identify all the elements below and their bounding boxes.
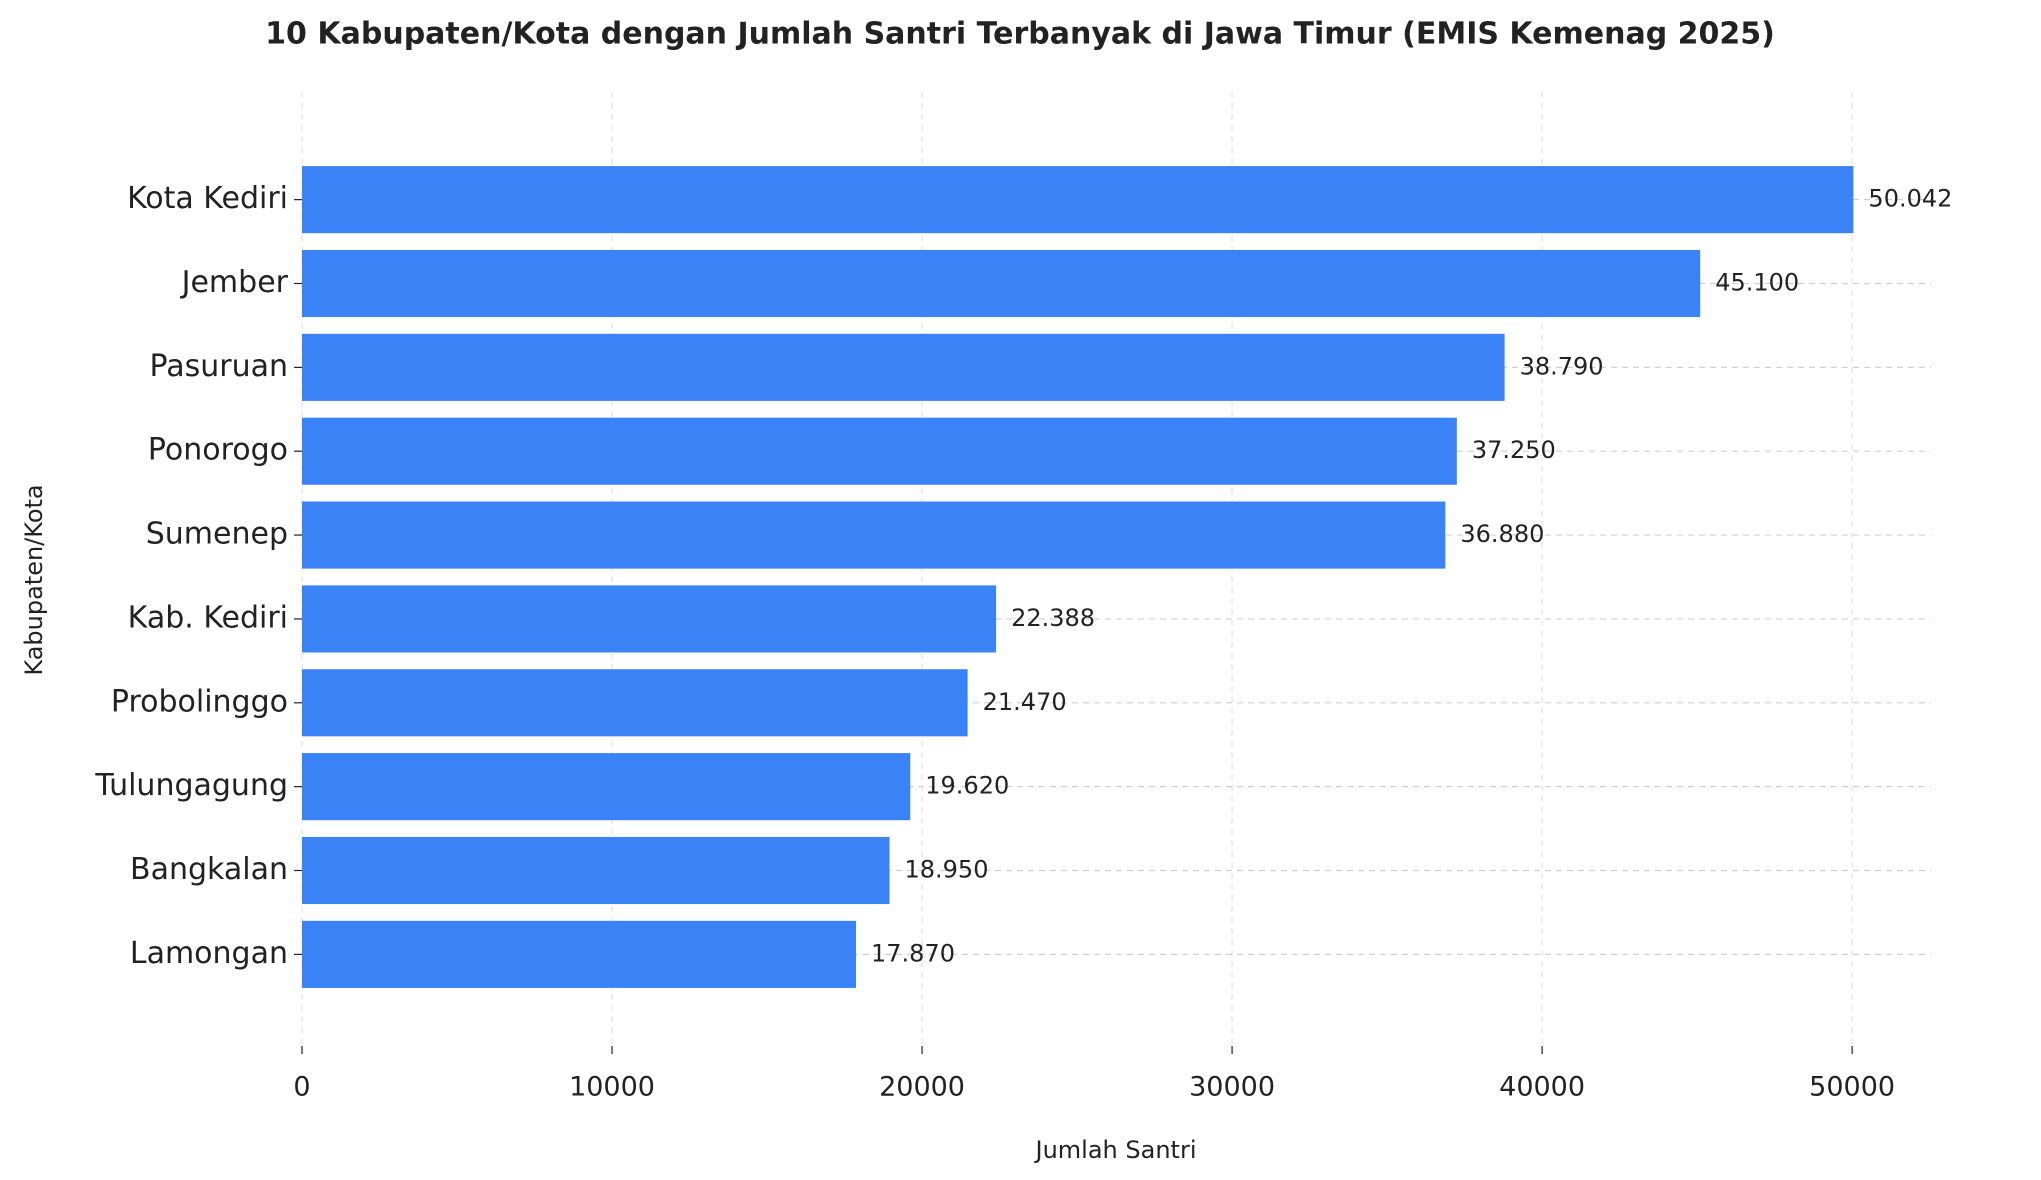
bar: [302, 920, 857, 988]
bar: [302, 753, 911, 821]
bar: [302, 669, 968, 737]
y-tick-label: Pasuruan: [149, 349, 288, 384]
value-label: 17.870: [871, 939, 955, 967]
x-tick-label: 30000: [1189, 1072, 1275, 1103]
bar: [302, 501, 1446, 569]
y-tick-label: Kota Kediri: [127, 181, 288, 216]
x-tick-label: 0: [293, 1072, 310, 1103]
y-tick-label: Jember: [180, 265, 289, 300]
value-label: 18.950: [904, 856, 988, 884]
y-tick-label: Ponorogo: [148, 433, 288, 468]
x-tick-label: 10000: [569, 1072, 655, 1103]
y-axis-label: Kabupaten/Kota: [20, 484, 48, 675]
y-tick-label: Tulungagung: [94, 768, 288, 803]
x-tick-label: 50000: [1809, 1072, 1895, 1103]
value-label: 22.388: [1011, 604, 1095, 632]
y-tick-label: Bangkalan: [130, 852, 288, 887]
bar: [302, 585, 997, 653]
y-tick-label: Sumenep: [146, 517, 288, 552]
y-tick-label: Probolinggo: [111, 684, 288, 719]
x-axis-label: Jumlah Santri: [1034, 1136, 1197, 1164]
x-tick-label: 20000: [879, 1072, 965, 1103]
bar: [302, 836, 890, 905]
bar: [302, 249, 1701, 318]
value-label: 21.470: [983, 688, 1067, 716]
y-tick-label: Lamongan: [130, 936, 288, 971]
value-label: 50.042: [1868, 185, 1952, 213]
x-tick-label: 40000: [1499, 1072, 1585, 1103]
value-label: 19.620: [925, 772, 1009, 800]
bar: [302, 166, 1854, 234]
value-label: 45.100: [1715, 268, 1799, 296]
value-label: 36.880: [1460, 520, 1544, 548]
value-label: 38.790: [1520, 352, 1604, 380]
chart-title: 10 Kabupaten/Kota dengan Jumlah Santri T…: [265, 17, 1775, 52]
bar: [302, 333, 1505, 401]
value-label: 37.250: [1472, 436, 1556, 464]
y-tick-label: Kab. Kediri: [128, 600, 288, 635]
bar: [302, 417, 1457, 485]
